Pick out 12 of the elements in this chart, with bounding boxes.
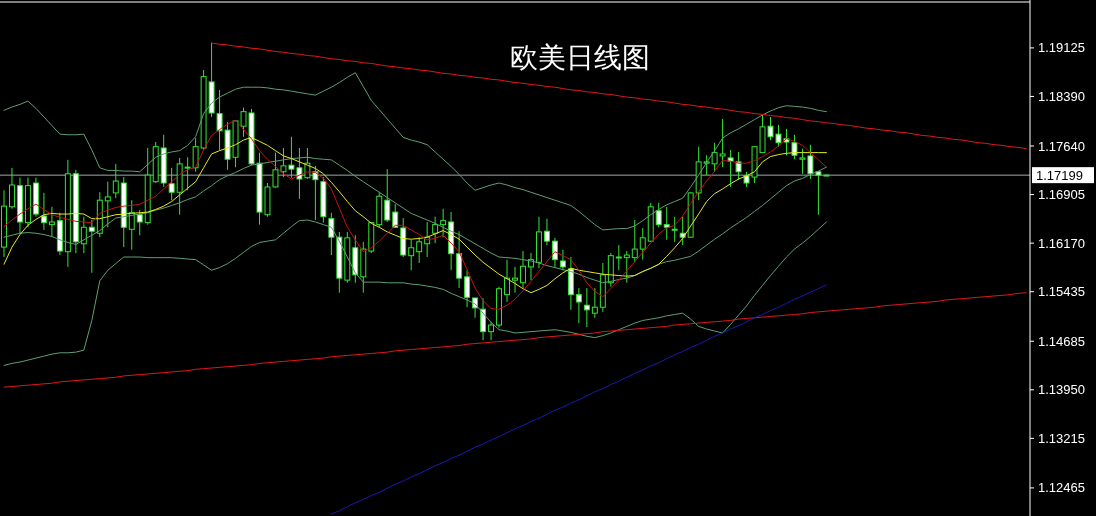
ref-line-label: 1.17199 xyxy=(1036,167,1083,183)
text: 欧美日线图 xyxy=(510,41,650,73)
y-tick-label: 1.16170 xyxy=(1038,235,1085,251)
y-tick-label: 1.13950 xyxy=(1038,382,1085,398)
y-tick-label: 1.13215 xyxy=(1038,430,1085,446)
y-tick-label: 1.17640 xyxy=(1038,138,1085,154)
y-tick-label: 1.18390 xyxy=(1038,88,1085,104)
y-tick-label: 1.12465 xyxy=(1038,480,1085,496)
y-tick-label: 1.19125 xyxy=(1038,40,1085,56)
y-tick-label: 1.16905 xyxy=(1038,187,1085,203)
y-tick-label: 1.15435 xyxy=(1038,284,1085,300)
y-tick-label: 1.14685 xyxy=(1038,333,1085,349)
